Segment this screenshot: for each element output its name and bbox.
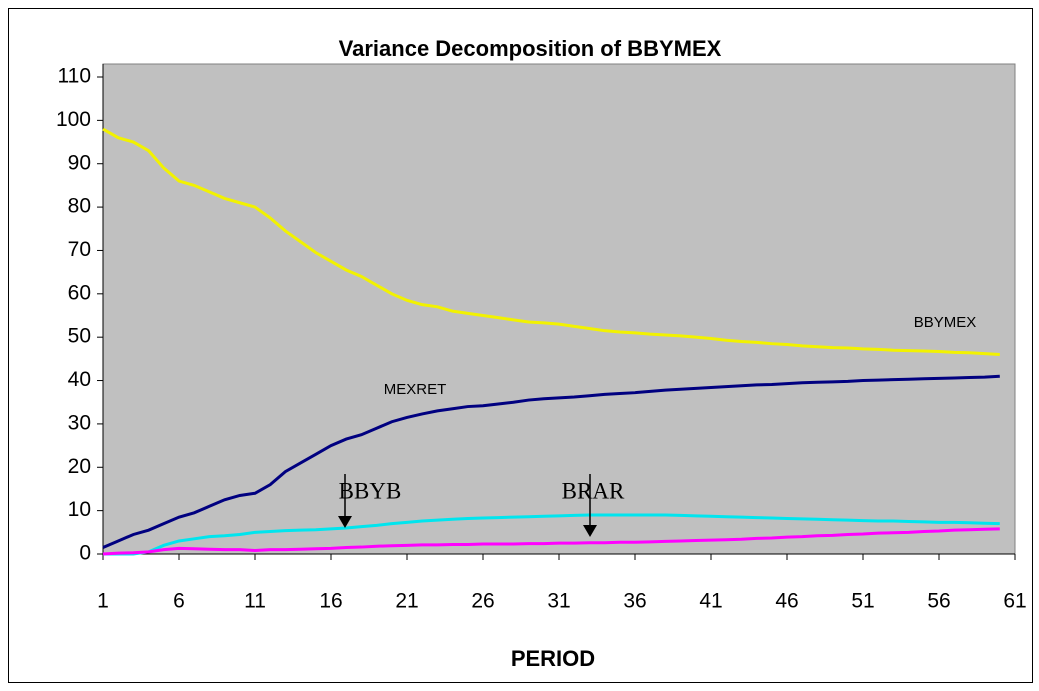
plot-area (102, 63, 1016, 555)
x-tick-label: 26 (471, 590, 494, 613)
x-tick-label: 1 (97, 590, 109, 613)
x-tick-label: 21 (395, 590, 418, 613)
x-tick-label: 51 (851, 590, 874, 613)
y-tick-label: 70 (68, 238, 91, 261)
series-line (102, 374, 1000, 549)
y-tick-label: 10 (68, 498, 91, 521)
x-tick-label: 11 (244, 590, 266, 613)
arrow-head (338, 516, 352, 528)
x-tick-label: 31 (547, 590, 570, 613)
x-axis-label: PERIOD (511, 646, 595, 671)
y-tick-label: 110 (58, 65, 91, 88)
series-label: BBYB (339, 478, 402, 503)
y-tick-label: 100 (56, 108, 91, 131)
y-tick-label: 20 (68, 455, 91, 478)
series-line (103, 513, 1000, 556)
arrow-head (583, 525, 597, 537)
y-tick-label: 30 (68, 411, 91, 434)
y-tick-label: 40 (68, 368, 91, 391)
series-line (102, 127, 1000, 357)
x-tick-label: 36 (623, 590, 646, 613)
x-tick-label: 56 (927, 590, 950, 613)
y-tick-label: 60 (68, 281, 91, 304)
y-tick-label: 80 (68, 195, 91, 218)
x-tick-label: 6 (173, 590, 185, 613)
series-label: BBYMEX (914, 314, 977, 331)
series-line (102, 527, 1000, 556)
x-tick-label: 61 (1003, 590, 1026, 613)
x-tick-label: 46 (775, 590, 798, 613)
x-tick-label: 16 (319, 590, 342, 613)
chart-title: Variance Decomposition of BBYMEX (339, 36, 722, 61)
y-tick-label: 90 (68, 151, 91, 174)
series-label: BRAR (562, 478, 625, 503)
y-tick-label: 50 (68, 325, 91, 348)
x-tick-label: 41 (699, 590, 722, 613)
series-label: MEXRET (384, 381, 447, 398)
y-tick-label: 0 (79, 542, 91, 565)
